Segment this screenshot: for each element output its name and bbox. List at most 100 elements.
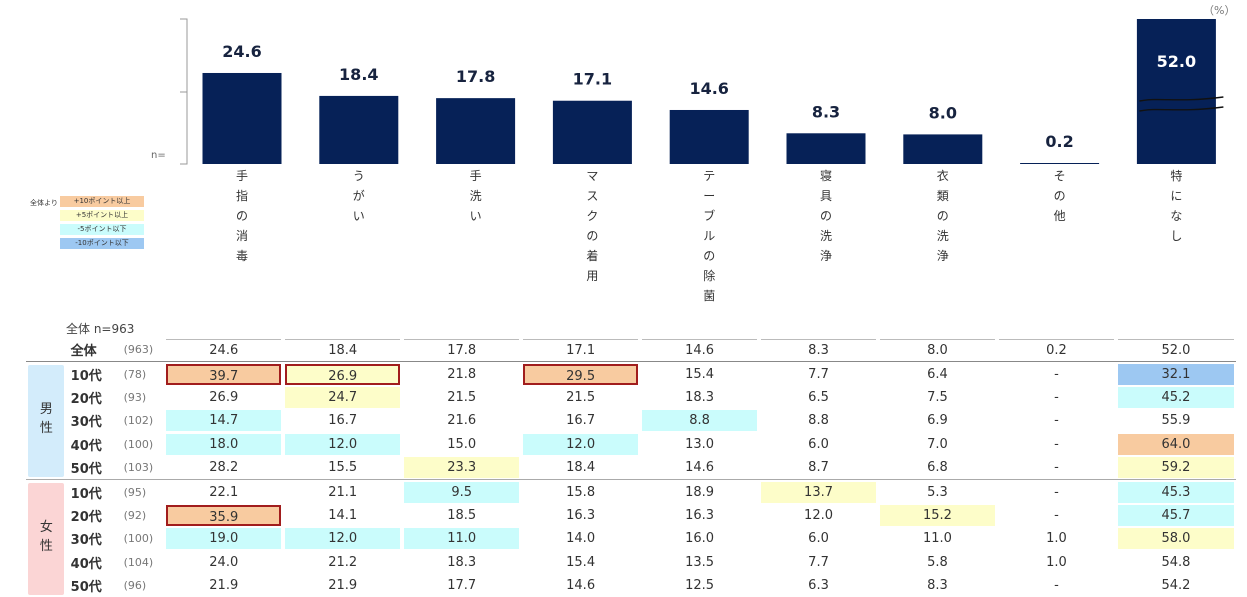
row-n: (78) [123, 367, 147, 381]
row-label: 全体 [66, 338, 124, 363]
table-cell: 13.0 [685, 436, 715, 452]
table-cell: 39.7 [164, 362, 283, 386]
data-label: 0.2 [1045, 132, 1073, 151]
table-cell: 1.0 [1046, 554, 1067, 570]
row-label: 40代 [70, 438, 102, 454]
table-cell: 5.3 [878, 479, 997, 504]
data-label: 8.0 [929, 103, 957, 122]
group-empty [26, 338, 67, 363]
table-cell: 21.5 [447, 389, 477, 405]
table-cell: 18.4 [283, 338, 403, 363]
table-cell: 6.3 [808, 578, 829, 594]
bar [903, 134, 983, 164]
table-cell: 6.8 [927, 460, 948, 476]
row-n: (103) [123, 461, 154, 475]
table-cell: 13.5 [685, 554, 715, 570]
table-row: 20代 (92) 35.9 14.1 18.5 16.3 16.3 12.0 15.2 - 45.7 [26, 504, 1236, 527]
bar [786, 133, 866, 164]
table-row: 男性 10代 (78) 39.7 26.9 21.8 29.5 15.4 7.7 6.4-32.1 [26, 362, 1236, 477]
table-cell: 24.6 [164, 338, 284, 363]
table-cell: 1.0 [1046, 531, 1067, 547]
bar [319, 95, 399, 164]
table-cell: 6.5 [808, 389, 829, 405]
table-cell: 16.7 [566, 413, 596, 429]
table-cell: 19.0 [164, 527, 283, 550]
table-cell: 6.9 [927, 413, 948, 429]
category-label: 特になし [1170, 168, 1182, 243]
category-label: 寝具の洗浄 [820, 168, 832, 263]
table-cell: 6.0 [808, 436, 829, 452]
table-cell: 6.4 [927, 366, 948, 382]
legend-item: -10ポイント以下 [60, 238, 144, 249]
table-cell: 15.5 [328, 460, 358, 476]
row-label: 50代 [70, 462, 102, 478]
bar [669, 109, 749, 164]
crosstab-table: 全体 (963) 24.6 18.4 17.8 17.1 14.6 8.3 8.0 0.2 52.0… [26, 338, 1236, 597]
group-label-text: 男性 [28, 364, 65, 477]
table-cell: - [1054, 366, 1059, 382]
table-cell: 8.3 [927, 578, 948, 594]
bar [1136, 19, 1216, 164]
table-row: 50代 (103) 28.2 15.5 23.3 18.4 14.6 8.7 6.8 - 59.2 [26, 456, 1236, 480]
table-cell: 12.5 [685, 578, 715, 594]
axis-break-line [1139, 96, 1224, 102]
table-cell: 21.6 [447, 413, 477, 429]
bar [436, 98, 516, 164]
table-row: 女性 10代 (95) 22.1 21.1 9.5 15.8 18.9 13.7 5.3-45.3 [26, 479, 1236, 597]
table-cell: 21.5 [566, 389, 596, 405]
category-label: 衣類の洗浄 [937, 168, 949, 263]
category-label: テーブルの除菌 [703, 169, 715, 303]
row-n: (95) [123, 479, 165, 504]
table-cell: 15.0 [447, 436, 477, 452]
table-cell: 23.3 [402, 456, 521, 480]
value-axis [180, 18, 188, 165]
data-label: 14.6 [689, 79, 728, 98]
table-cell: 15.4 [566, 554, 596, 570]
table-cell: 15.8 [521, 479, 641, 504]
unit-label: （%） [1203, 4, 1236, 17]
table-cell: 16.3 [685, 507, 715, 523]
category-label: その他 [1054, 169, 1066, 223]
axis-break-line [1139, 106, 1224, 112]
table-cell: - [1054, 389, 1059, 405]
table-cell: - [996, 479, 1116, 504]
table-cell: 21.1 [283, 479, 403, 504]
table-cell: 14.6 [566, 578, 596, 594]
table-cell: 16.7 [328, 413, 358, 429]
table-cell: 21.2 [328, 554, 358, 570]
table-cell: 8.0 [878, 338, 997, 363]
table-cell: 18.0 [164, 433, 283, 456]
data-label: 24.6 [222, 42, 261, 61]
row-n: (963) [123, 338, 165, 363]
table-cell: 26.9 [283, 362, 402, 386]
legend-item: +5ポイント以上 [60, 210, 144, 221]
group-label-female: 女性 [26, 479, 67, 597]
table-cell: 21.8 [447, 366, 477, 382]
table-cell: 26.9 [209, 389, 239, 405]
table-cell: 54.8 [1161, 554, 1191, 570]
table-cell: 7.7 [808, 554, 829, 570]
table-cell: 32.1 [1116, 362, 1236, 386]
bar [202, 72, 282, 164]
row-n: (102) [123, 414, 154, 428]
table-cell: 14.6 [640, 338, 760, 363]
table-cell: 22.1 [164, 479, 284, 504]
category-label: うがい [353, 169, 365, 223]
bar-chart: 24.6 手指の消毒 18.4 うがい 17.8 手洗い 17.1 マスクの着用 14.6 テーブ… [180, 18, 1224, 303]
table-cell: 18.9 [640, 479, 760, 504]
data-label: 18.4 [339, 65, 378, 84]
table-cell: 18.4 [566, 460, 596, 476]
legend-title: 全体より [30, 199, 58, 207]
row-n: (92) [123, 508, 147, 522]
table-cell: 8.8 [640, 409, 759, 432]
table-cell: 24.0 [209, 554, 239, 570]
category-label: 手洗い [470, 169, 482, 223]
data-label: 17.1 [573, 70, 612, 89]
table-cell: 12.0 [283, 433, 402, 456]
row-label: 40代 [70, 556, 102, 572]
table-cell: - [1054, 436, 1059, 452]
table-cell: 54.2 [1161, 578, 1191, 594]
table-cell: 13.7 [759, 479, 878, 504]
table-row: 50代 (96) 21.9 21.9 17.7 14.6 12.5 6.3 8.3 - 54.2 [26, 574, 1236, 597]
table-cell: 45.3 [1115, 479, 1236, 504]
